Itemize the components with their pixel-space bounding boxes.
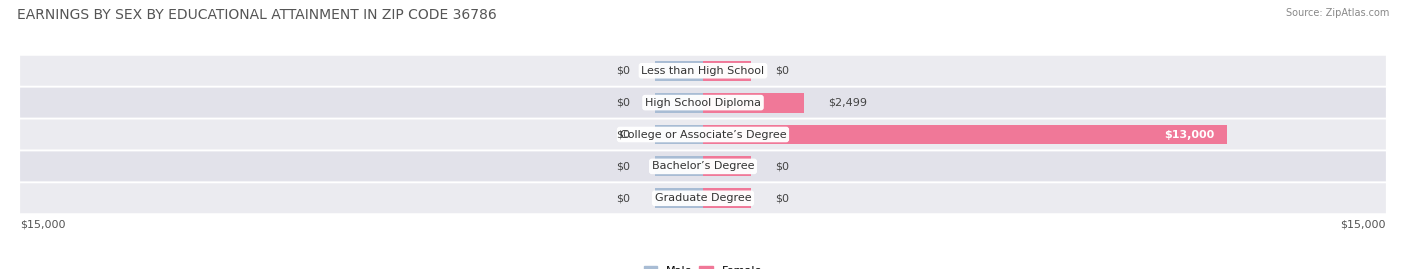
Text: $0: $0 xyxy=(776,161,790,171)
Text: College or Associate’s Degree: College or Associate’s Degree xyxy=(620,129,786,140)
Bar xyxy=(655,157,703,176)
Text: $13,000: $13,000 xyxy=(1164,129,1215,140)
Text: Graduate Degree: Graduate Degree xyxy=(655,193,751,203)
Text: $0: $0 xyxy=(616,129,630,140)
Legend: Male, Female: Male, Female xyxy=(640,261,766,269)
Text: $15,000: $15,000 xyxy=(1340,220,1386,230)
Text: $0: $0 xyxy=(616,98,630,108)
FancyBboxPatch shape xyxy=(20,88,1386,118)
Text: $0: $0 xyxy=(616,66,630,76)
Bar xyxy=(703,157,751,176)
Text: Source: ZipAtlas.com: Source: ZipAtlas.com xyxy=(1285,8,1389,18)
Text: $0: $0 xyxy=(616,193,630,203)
Text: Less than High School: Less than High School xyxy=(641,66,765,76)
FancyBboxPatch shape xyxy=(20,183,1386,213)
Bar xyxy=(703,125,1227,144)
Text: $0: $0 xyxy=(616,161,630,171)
Text: High School Diploma: High School Diploma xyxy=(645,98,761,108)
Bar xyxy=(655,61,703,81)
Text: Bachelor’s Degree: Bachelor’s Degree xyxy=(652,161,754,171)
FancyBboxPatch shape xyxy=(20,151,1386,181)
Bar xyxy=(655,125,703,144)
Text: $15,000: $15,000 xyxy=(20,220,66,230)
Bar xyxy=(655,188,703,208)
FancyBboxPatch shape xyxy=(20,56,1386,86)
Text: $0: $0 xyxy=(776,66,790,76)
Text: $0: $0 xyxy=(776,193,790,203)
Text: $2,499: $2,499 xyxy=(828,98,868,108)
Bar xyxy=(703,93,804,112)
Bar xyxy=(703,61,751,81)
Text: EARNINGS BY SEX BY EDUCATIONAL ATTAINMENT IN ZIP CODE 36786: EARNINGS BY SEX BY EDUCATIONAL ATTAINMEN… xyxy=(17,8,496,22)
FancyBboxPatch shape xyxy=(20,119,1386,150)
Bar xyxy=(703,188,751,208)
Bar xyxy=(655,93,703,112)
